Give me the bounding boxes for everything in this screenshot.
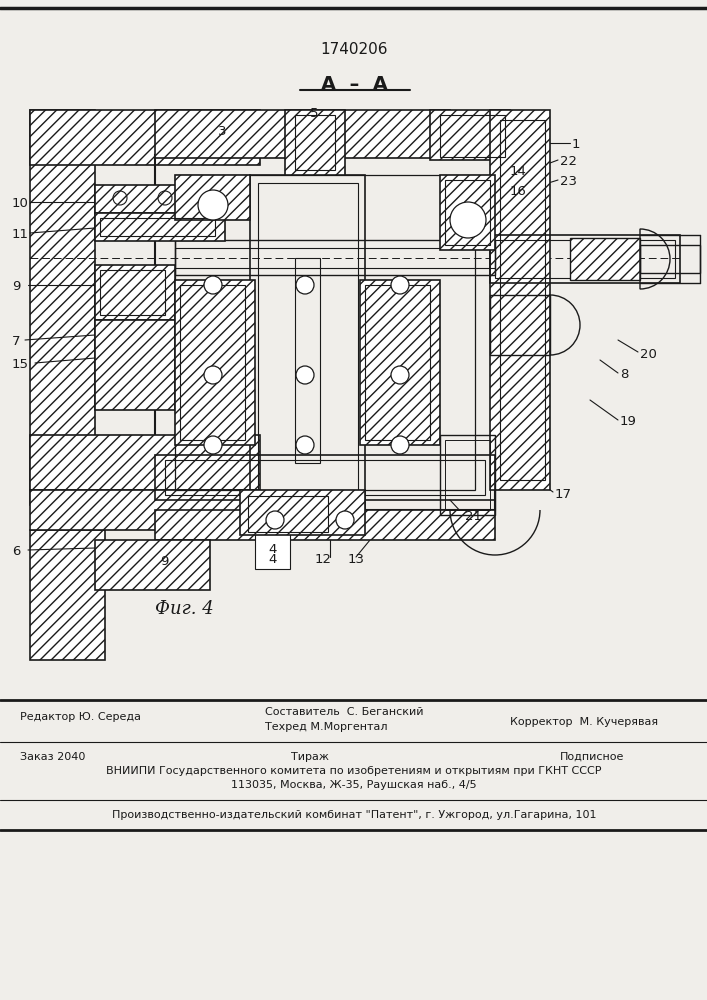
Circle shape <box>296 436 314 454</box>
Bar <box>295 115 335 170</box>
Bar <box>360 280 440 445</box>
Text: 1: 1 <box>572 138 580 151</box>
Bar <box>100 218 215 236</box>
Text: Тираж: Тираж <box>291 752 329 762</box>
Circle shape <box>450 202 486 238</box>
Bar <box>175 240 495 275</box>
Bar <box>295 258 320 463</box>
Bar <box>30 490 260 530</box>
Text: 113035, Москва, Ж-35, Раушская наб., 4/5: 113035, Москва, Ж-35, Раушская наб., 4/5 <box>231 780 477 790</box>
Bar <box>30 435 260 490</box>
Bar <box>95 185 195 213</box>
Bar <box>95 213 225 241</box>
Bar <box>95 320 175 410</box>
Bar <box>155 155 495 510</box>
Text: Редактор Ю. Середа: Редактор Ю. Середа <box>20 712 141 722</box>
Bar <box>180 285 245 440</box>
Text: 9: 9 <box>12 280 21 293</box>
Text: Корректор  М. Кучерявая: Корректор М. Кучерявая <box>510 717 658 727</box>
Text: 8: 8 <box>620 368 629 381</box>
Bar <box>440 435 495 515</box>
Circle shape <box>204 436 222 454</box>
Text: Заказ 2040: Заказ 2040 <box>20 752 86 762</box>
Text: А  –  А: А – А <box>320 75 387 94</box>
Text: ВНИИПИ Государственного комитета по изобретениям и открытиям при ГКНТ СССР: ВНИИПИ Государственного комитета по изоб… <box>106 766 602 776</box>
Circle shape <box>391 436 409 454</box>
Circle shape <box>391 366 409 384</box>
Circle shape <box>391 276 409 294</box>
Bar <box>490 235 680 283</box>
Text: 10: 10 <box>12 197 29 210</box>
Bar <box>155 510 495 540</box>
Bar <box>430 110 510 160</box>
Text: Подписное: Подписное <box>560 752 624 762</box>
Bar <box>155 110 450 158</box>
Circle shape <box>266 511 284 529</box>
Text: Составитель  С. Беганский: Составитель С. Беганский <box>265 707 423 717</box>
Text: Фиг. 4: Фиг. 4 <box>155 600 214 618</box>
Bar <box>440 175 495 250</box>
Text: 5: 5 <box>310 107 318 120</box>
Bar <box>490 295 550 355</box>
Bar <box>155 455 495 500</box>
Text: 3: 3 <box>218 125 226 138</box>
Text: 15: 15 <box>12 358 29 371</box>
Text: 20: 20 <box>640 348 657 361</box>
Bar <box>640 245 700 273</box>
Bar <box>175 175 250 220</box>
Bar <box>258 183 358 501</box>
Text: 19: 19 <box>620 415 637 428</box>
Bar <box>165 460 485 495</box>
Text: 9: 9 <box>160 555 168 568</box>
Circle shape <box>204 366 222 384</box>
Text: 21: 21 <box>465 510 482 523</box>
Text: Техред М.Моргентал: Техред М.Моргентал <box>265 722 387 732</box>
Circle shape <box>296 366 314 384</box>
Bar <box>175 248 495 268</box>
Bar <box>175 175 475 490</box>
Bar <box>30 110 260 165</box>
Text: 11: 11 <box>12 228 29 241</box>
Bar <box>570 238 640 280</box>
Text: 4: 4 <box>268 543 276 556</box>
Circle shape <box>296 276 314 294</box>
Bar <box>248 496 328 532</box>
Text: Производственно-издательский комбинат "Патент", г. Ужгород, ул.Гагарина, 101: Производственно-издательский комбинат "П… <box>112 810 596 820</box>
Circle shape <box>204 276 222 294</box>
Text: 14: 14 <box>510 165 527 178</box>
Bar <box>175 280 255 445</box>
Bar <box>95 265 175 320</box>
Bar <box>445 180 490 245</box>
Bar <box>490 110 550 490</box>
Text: 6: 6 <box>12 545 21 558</box>
Bar <box>100 270 165 315</box>
Bar <box>30 110 95 505</box>
Bar <box>240 490 365 535</box>
Bar <box>250 175 365 510</box>
Text: 23: 23 <box>560 175 577 188</box>
Text: 1740206: 1740206 <box>320 42 387 57</box>
Bar <box>500 120 545 480</box>
Circle shape <box>336 511 354 529</box>
Bar <box>445 440 490 510</box>
Text: 7: 7 <box>12 335 21 348</box>
Text: 12: 12 <box>315 553 332 566</box>
Text: 4: 4 <box>268 553 276 566</box>
Text: 16: 16 <box>510 185 527 198</box>
Circle shape <box>198 190 228 220</box>
Text: 13: 13 <box>348 553 365 566</box>
Text: 22: 22 <box>560 155 577 168</box>
Text: 17: 17 <box>555 488 572 501</box>
Bar <box>365 285 430 440</box>
Bar <box>285 110 345 175</box>
Bar <box>30 530 105 660</box>
Bar <box>95 540 210 590</box>
Bar <box>440 115 505 157</box>
Bar <box>495 240 675 278</box>
